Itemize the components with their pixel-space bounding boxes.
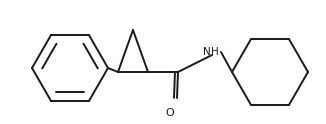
Text: N: N [203,47,211,57]
Text: O: O [166,108,174,118]
Text: H: H [211,47,219,57]
